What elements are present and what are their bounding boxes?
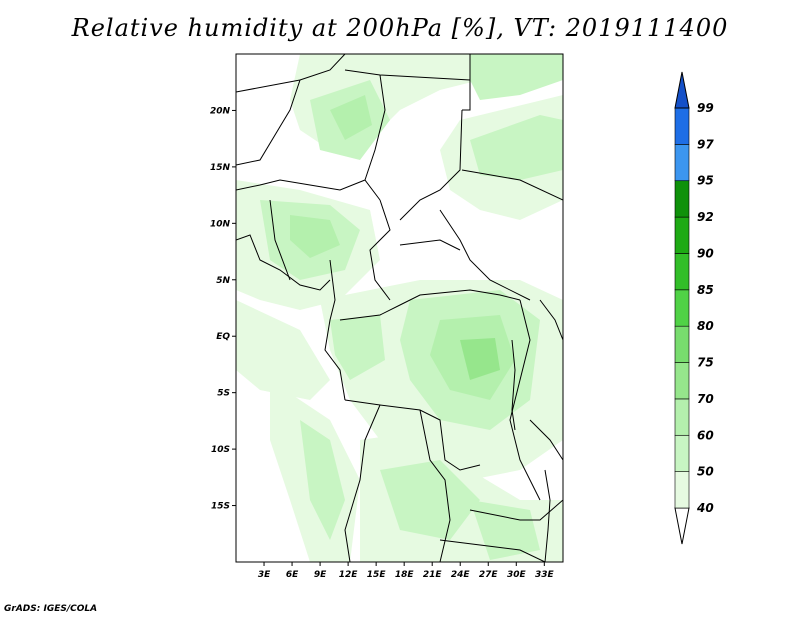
grads-credit: GrADS: IGES/COLA bbox=[4, 604, 98, 614]
colorbar-segment bbox=[674, 107, 690, 145]
colorbar-bottom-arrow bbox=[674, 507, 690, 545]
lon-tick-label: 21E bbox=[423, 570, 443, 580]
colorbar-label: 99 bbox=[697, 101, 714, 115]
colorbar-label: 80 bbox=[697, 319, 714, 333]
lon-tick-label: 24E bbox=[451, 570, 471, 580]
lat-tick-label: 5S bbox=[217, 389, 230, 399]
colorbar-segment bbox=[674, 398, 690, 436]
lon-tick-label: 18E bbox=[395, 570, 415, 580]
lon-tick-label: 6E bbox=[286, 570, 299, 580]
colorbar-label: 50 bbox=[697, 465, 714, 479]
colorbar-segment bbox=[674, 325, 690, 363]
colorbar-label: 75 bbox=[697, 356, 714, 370]
lon-tick-label: 12E bbox=[339, 570, 359, 580]
map-frame bbox=[235, 53, 564, 563]
colorbar-label: 92 bbox=[697, 210, 714, 224]
colorbar-segment bbox=[674, 362, 690, 400]
lon-tick-label: 9E bbox=[314, 570, 327, 580]
lon-tick-label: 30E bbox=[507, 570, 527, 580]
colorbar-segment bbox=[674, 289, 690, 327]
colorbar-segment bbox=[674, 253, 690, 291]
humidity-field bbox=[236, 54, 563, 562]
colorbar-top-arrow bbox=[674, 71, 690, 109]
lat-tick-label: 15N bbox=[210, 163, 231, 173]
colorbar-segment bbox=[674, 471, 690, 509]
lon-tick-label: 33E bbox=[535, 570, 555, 580]
latitude-axis: 20N 15N 10N 5N EQ 5S 10S 15S bbox=[210, 106, 236, 512]
lat-tick-label: EQ bbox=[216, 332, 230, 342]
colorbar-label: 85 bbox=[697, 283, 714, 297]
colorbar-segment bbox=[674, 216, 690, 254]
lon-tick-label: 27E bbox=[479, 570, 499, 580]
map-title: Relative humidity at 200hPa [%], VT: 201… bbox=[71, 14, 729, 42]
colorbar-label: 60 bbox=[697, 428, 714, 442]
colorbar-label: 90 bbox=[697, 246, 714, 260]
colorbar-segment bbox=[674, 144, 690, 182]
colorbar-segment bbox=[674, 180, 690, 218]
colorbar-label: 95 bbox=[697, 174, 714, 188]
lat-tick-label: 5N bbox=[216, 276, 230, 286]
lat-tick-label: 15S bbox=[211, 502, 230, 512]
colorbar-segment bbox=[674, 434, 690, 472]
lon-tick-label: 15E bbox=[367, 570, 387, 580]
lat-tick-label: 10N bbox=[210, 219, 231, 229]
colorbar-label: 97 bbox=[697, 137, 714, 151]
longitude-axis: 3E 6E 9E 12E 15E 18E 21E 24E 27E 30E 33E bbox=[258, 562, 555, 580]
colorbar-label: 70 bbox=[697, 392, 714, 406]
lat-tick-label: 20N bbox=[210, 106, 231, 116]
country-borders bbox=[236, 54, 563, 562]
colorbar-label: 40 bbox=[696, 501, 714, 515]
lat-tick-label: 10S bbox=[211, 445, 230, 455]
colorbar: 40 50 60 70 75 80 85 90 92 95 97 99 bbox=[674, 71, 714, 545]
lon-tick-label: 3E bbox=[258, 570, 271, 580]
